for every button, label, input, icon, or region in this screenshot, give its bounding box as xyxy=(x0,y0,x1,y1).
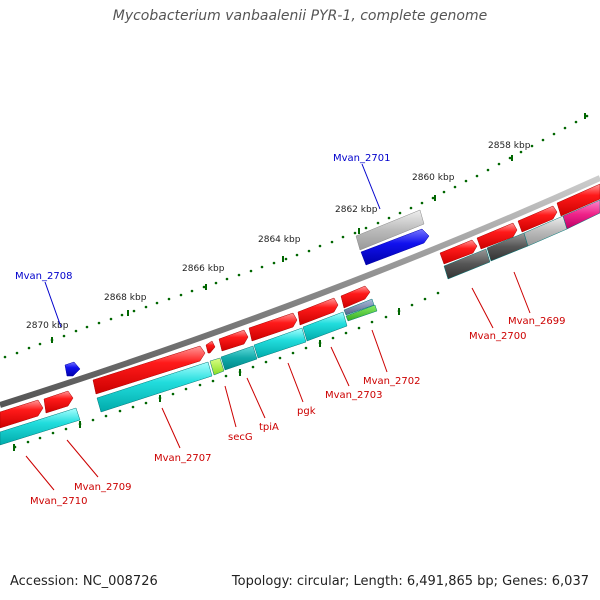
gene-label-mvan-2700[interactable]: Mvan_2700 xyxy=(469,331,526,342)
scale-label: 2868 kbp xyxy=(104,293,147,303)
forward-genes-red xyxy=(0,183,600,429)
scale-label: 2858 kbp xyxy=(488,141,531,151)
cds-mvan-2702-b[interactable] xyxy=(345,304,378,322)
gene-mvan-2699-b[interactable] xyxy=(556,183,600,217)
gene-label-mvan-2707[interactable]: Mvan_2707 xyxy=(154,453,211,464)
gene-labels: Mvan_2701 Mvan_2708 Mvan_2699 Mvan_2700 … xyxy=(15,153,565,507)
gene-mvan-2701-reverse[interactable] xyxy=(360,228,430,266)
inner-scale-dots xyxy=(13,291,440,449)
gene-pgk[interactable] xyxy=(248,312,298,342)
gene-label-mvan-2710[interactable]: Mvan_2710 xyxy=(30,496,87,507)
scale-ticks xyxy=(51,113,586,343)
gene-mvan-2701-pseudo[interactable] xyxy=(355,209,425,251)
leader-lines-blue xyxy=(44,163,381,328)
gene-tpia[interactable] xyxy=(218,329,249,352)
scale-label: 2866 kbp xyxy=(182,264,225,274)
gene-mvan-2709[interactable] xyxy=(43,390,74,414)
gene-mvan-2700-a[interactable] xyxy=(439,239,478,265)
gene-label-mvan-2708[interactable]: Mvan_2708 xyxy=(15,271,72,282)
cds-mvan-2699-b[interactable] xyxy=(562,199,600,230)
scale-labels: 2858 kbp 2860 kbp 2862 kbp 2864 kbp 2866… xyxy=(26,141,531,331)
gene-mvan-2700-b[interactable] xyxy=(476,222,518,250)
gene-mvan-2710[interactable] xyxy=(0,399,44,429)
scale-label: 2870 kbp xyxy=(26,321,69,331)
inner-scale-ticks xyxy=(13,308,400,451)
scale-dots xyxy=(3,114,589,359)
cds-mvan-2703[interactable] xyxy=(302,311,348,342)
scale-label: 2864 kbp xyxy=(258,235,301,245)
gene-mvan-2707[interactable] xyxy=(92,345,206,395)
scale-label: 2862 kbp xyxy=(335,205,378,215)
genome-backbone xyxy=(0,175,600,408)
accession-label: Accession: NC_008726 xyxy=(10,574,158,589)
scale-label: 2860 kbp xyxy=(412,173,455,183)
genome-title: Mycobacterium vanbaalenii PYR-1, complet… xyxy=(112,8,488,24)
cds-pgk[interactable] xyxy=(253,327,307,359)
gene-label-pgk[interactable]: pgk xyxy=(297,406,316,417)
cds-tpia[interactable] xyxy=(220,345,258,371)
cds-mvan-2702-a[interactable] xyxy=(343,298,375,316)
gene-mvan-2699-a[interactable] xyxy=(517,205,558,233)
gene-mvan-2703[interactable] xyxy=(297,297,339,326)
leader-lines-red xyxy=(25,271,531,491)
gene-label-mvan-2702[interactable]: Mvan_2702 xyxy=(363,376,420,387)
gene-mvan-2708-reverse[interactable] xyxy=(64,361,81,377)
cds-mvan-2700-a[interactable] xyxy=(443,248,491,280)
gene-mvan-2702[interactable] xyxy=(340,285,371,309)
gene-label-mvan-2703[interactable]: Mvan_2703 xyxy=(325,390,382,401)
gene-label-mvan-2701[interactable]: Mvan_2701 xyxy=(333,153,390,164)
gene-secg-arrow[interactable] xyxy=(205,340,216,354)
genome-summary: Topology: circular; Length: 6,491,865 bp… xyxy=(231,574,589,589)
gene-label-tpia[interactable]: tpiA xyxy=(259,422,279,433)
gene-label-mvan-2699[interactable]: Mvan_2699 xyxy=(508,316,565,327)
gene-label-secg[interactable]: secG xyxy=(228,432,253,443)
forward-cds xyxy=(0,199,600,446)
cds-mvan-2710[interactable] xyxy=(0,407,81,446)
cds-mvan-2707[interactable] xyxy=(96,361,213,413)
gene-label-mvan-2709[interactable]: Mvan_2709 xyxy=(74,482,131,493)
cds-secg[interactable] xyxy=(209,357,225,376)
